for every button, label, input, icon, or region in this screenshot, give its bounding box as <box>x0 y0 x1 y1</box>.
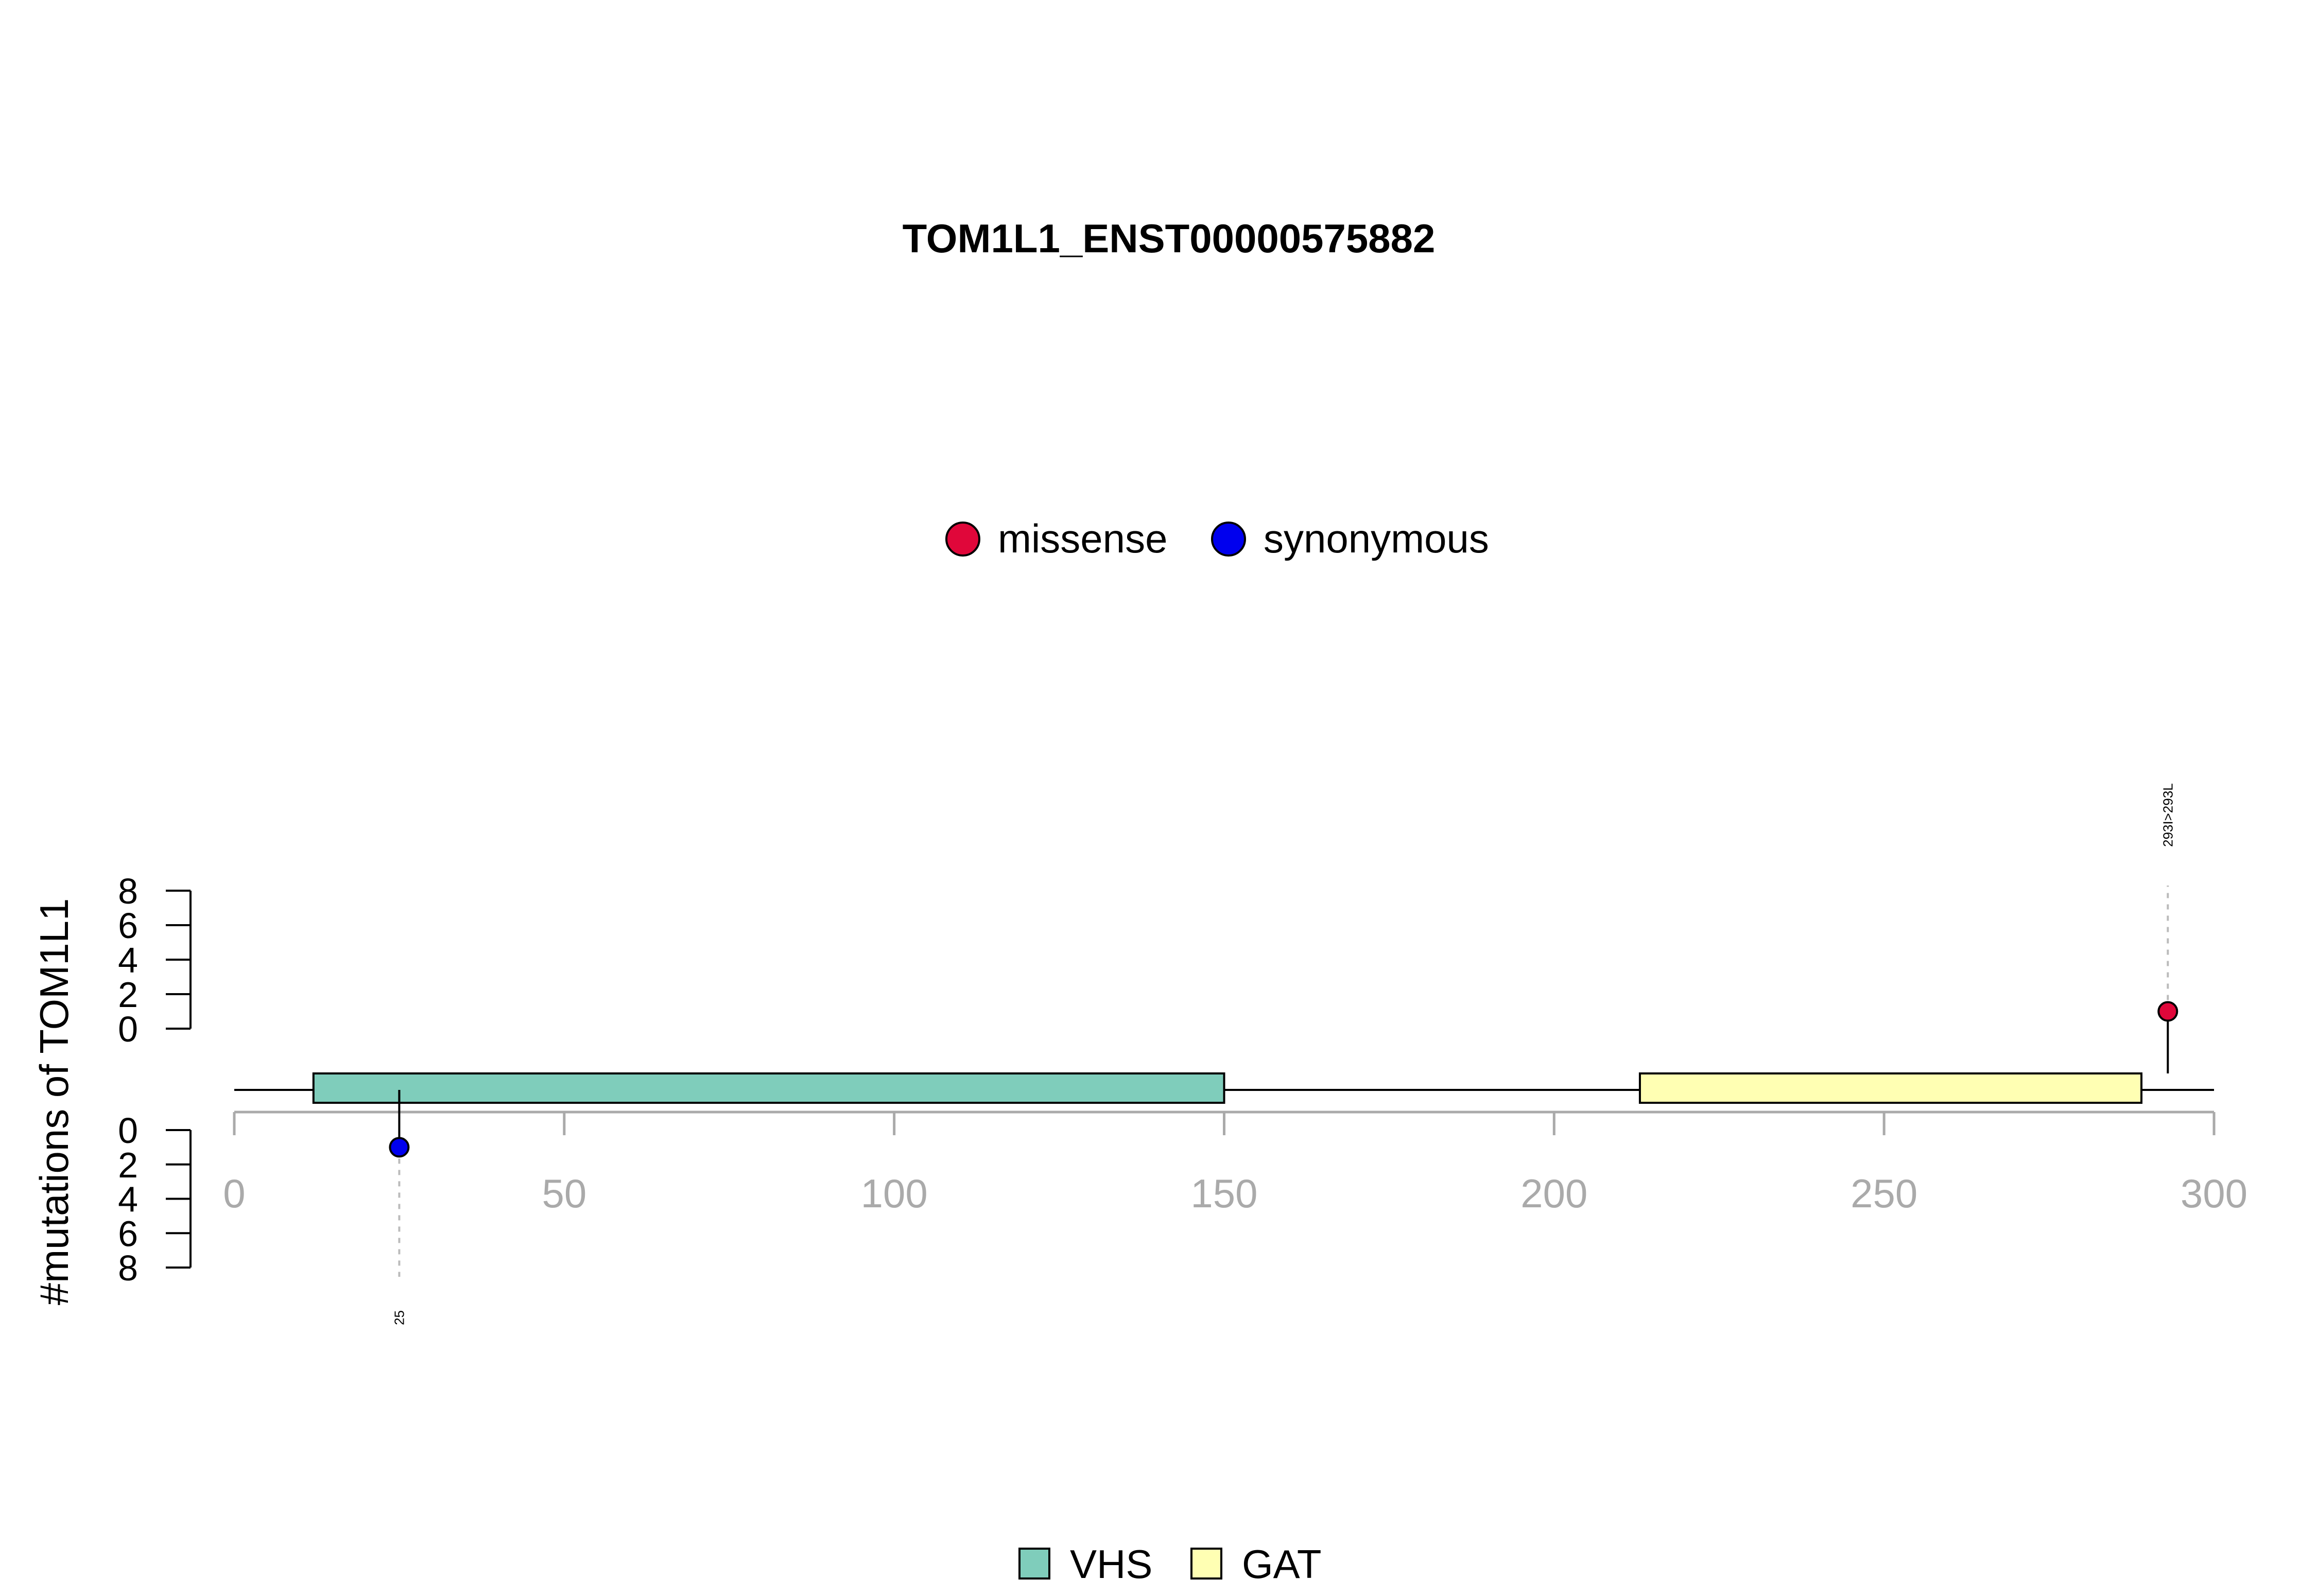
mutation-lollipops: 25 293I>293L <box>389 783 2178 1325</box>
legend-label-synonymous: synonymous <box>1264 516 1489 561</box>
legend-marker-missense <box>945 522 980 557</box>
chart-title: TOM1L1_ENST00000575882 <box>903 216 1436 261</box>
y-tick-label-bottom: 8 <box>118 1248 138 1288</box>
y-tick-label-bottom: 2 <box>118 1145 138 1185</box>
legend-label-GAT: GAT <box>1242 1541 1322 1587</box>
mutation-point <box>389 1137 410 1158</box>
y-tick-label-top: 8 <box>118 871 138 911</box>
domain-VHS <box>312 1072 1225 1104</box>
x-tick-label: 300 <box>2181 1171 2247 1216</box>
legend-marker-synonymous <box>1211 522 1246 557</box>
x-tick-label: 100 <box>861 1171 928 1216</box>
y-tick-label-top: 2 <box>118 975 138 1015</box>
y-tick-label-top: 0 <box>118 1009 138 1049</box>
x-tick-label: 250 <box>1851 1171 1917 1216</box>
y-tick-label-bottom: 6 <box>118 1213 138 1254</box>
x-tick-label: 0 <box>223 1171 245 1216</box>
domain-legend: VHS GAT <box>1018 1541 1322 1587</box>
y-axis-label: #mutations of TOM1L1 <box>31 898 77 1306</box>
legend-label-missense: missense <box>998 516 1167 561</box>
y-tick-label-top: 6 <box>118 906 138 946</box>
mutation-legend: missense synonymous <box>945 516 1489 561</box>
mutation-label: 25 <box>391 1310 407 1325</box>
x-tick-label: 50 <box>542 1171 586 1216</box>
x-axis: 0 50 100 150 200 250 300 <box>223 1111 2247 1216</box>
legend-swatch-VHS <box>1018 1548 1050 1580</box>
x-tick-label: 150 <box>1190 1171 1257 1216</box>
y-tick-label-top: 4 <box>118 940 138 980</box>
mutation-label: 293I>293L <box>2160 783 2175 847</box>
legend-label-VHS: VHS <box>1070 1541 1152 1587</box>
protein-domains <box>312 1072 2143 1104</box>
x-tick-label: 200 <box>1520 1171 1587 1216</box>
legend-swatch-GAT <box>1190 1548 1222 1580</box>
mutation-point <box>2157 1001 2178 1022</box>
y-tick-label-bottom: 0 <box>118 1111 138 1151</box>
y-tick-label-bottom: 4 <box>118 1179 138 1220</box>
domain-GAT <box>1638 1072 2143 1104</box>
